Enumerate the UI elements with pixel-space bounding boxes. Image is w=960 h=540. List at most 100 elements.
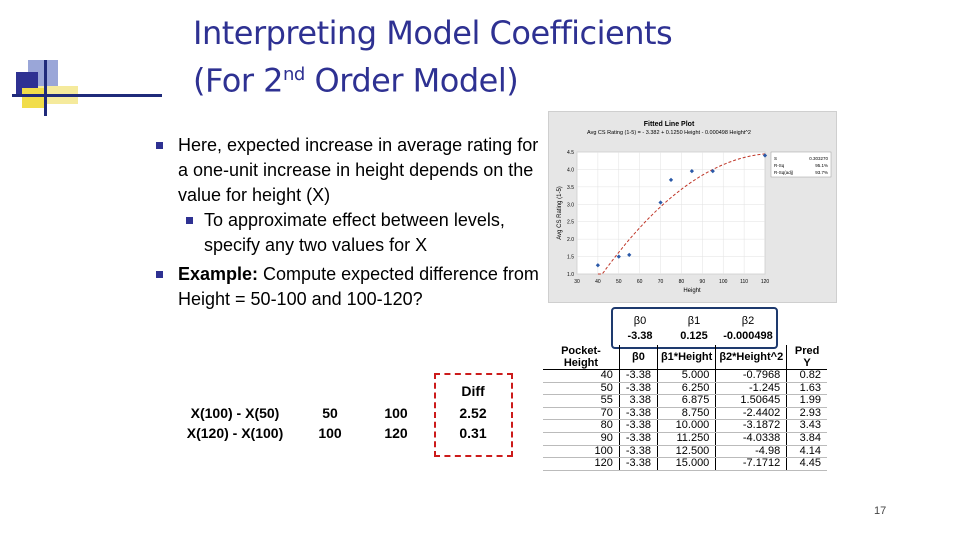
fitted-line-plot: Fitted Line Plot Avg CS Rating (1-5) = -… [548,111,837,303]
table-cell: 1.50645 [715,395,787,408]
diff-header: Diff [461,383,485,399]
title-line-2: (For 2nd Order Model) [193,54,672,102]
stat-label: R-Sq [774,163,785,168]
col-header-b2-height2: β2*Height^2 [715,345,787,370]
diff-highlight-box [434,373,513,457]
table-cell: 8.750 [656,407,716,421]
bullet-3: Example: Compute expected difference fro… [150,262,540,312]
bullet-2: To approximate effect between levels, sp… [150,208,540,258]
x-tick-label: 80 [679,279,685,285]
table-cell: 50 [543,382,620,396]
table-cell: 55 [543,395,620,408]
col-header-height: Pocket-Height [543,345,620,370]
table-cell: 6.875 [656,395,716,408]
x-tick-label: 110 [740,279,748,285]
table-cell: -3.38 [618,382,658,396]
coef-b1-label: β1 [687,315,701,327]
table-row: 55 3.38 6.875 1.50645 1.99 [543,395,827,408]
x-tick-label: 50 [616,279,622,285]
title-line-1: Interpreting Model Coefficients [193,14,673,52]
table-row: 120 -3.38 15.000 -7.1712 4.45 [543,458,827,471]
bullet-3-text: Compute expected difference from Height … [178,264,539,309]
diff-row-1-diff: 2.52 [459,405,487,421]
fit-curve [597,153,766,275]
coefficient-box: β0 β1 β2 -3.38 0.125 -0.000498 [611,307,778,349]
diff-row-1-a: 50 [322,405,338,421]
table-cell: 80 [543,420,620,433]
table-row: 50 -3.38 6.250 -1.245 1.63 [543,382,827,396]
table-cell: 11.250 [656,432,716,446]
table-cell: 70 [543,407,620,421]
table-cell: -2.4402 [715,407,787,421]
table-row: 70 -3.38 8.750 -2.4402 2.93 [543,407,827,421]
x-axis-label: Height [683,288,701,294]
table-cell: -3.1872 [715,420,787,433]
table-header-row: Pocket-Height β0 β1*Height β2*Height^2 P… [543,345,827,370]
table-cell: -1.245 [715,382,787,396]
table-cell: 4.14 [786,445,827,459]
y-tick-label: 2.5 [567,220,574,226]
chart-subtitle: Avg CS Rating (1-5) = - 3.382 + 0.1250 H… [587,130,751,136]
table-cell: 3.38 [618,395,658,408]
table-row: 40 -3.38 5.000 -0.7968 0.82 [543,369,827,383]
stat-label: S [774,156,777,161]
table-cell: -7.1712 [715,458,787,471]
bullet-1: Here, expected increase in average ratin… [150,133,540,208]
chart-title: Fitted Line Plot [644,121,695,128]
y-tick-label: 4.0 [567,167,574,173]
data-point [668,177,674,183]
x-tick-label: 70 [658,279,664,285]
table-cell: -3.38 [618,445,658,459]
diff-row-2-b: 120 [384,425,408,441]
diff-row-2-expr: X(120) - X(100) [186,425,284,441]
diff-row-2-diff: 0.31 [459,425,487,441]
bullet-marker [156,271,163,278]
data-point [595,263,601,268]
table-cell: 40 [543,369,620,383]
table-cell: 6.250 [656,382,716,396]
table-row: 90 -3.38 11.250 -4.0338 3.84 [543,432,827,446]
table-cell: -3.38 [618,432,658,446]
x-tick-label: 30 [574,279,580,285]
bullet-marker [186,217,193,224]
diff-row-2-a: 100 [318,425,342,441]
table-cell: 90 [543,432,620,446]
table-cell: 4.45 [786,458,827,471]
coef-b2-label: β2 [741,315,755,327]
stat-label: R-Sq(adj) [774,170,794,175]
page-number: 17 [874,505,887,517]
y-tick-label: 3.5 [567,185,574,191]
table-cell: -4.98 [715,445,787,459]
plot-area [576,151,766,275]
logo-square-yellow [22,88,44,108]
stat-value: 93.7% [815,170,828,175]
table-cell: 12.500 [656,445,716,459]
table-cell: 0.82 [786,369,827,383]
title-superscript: nd [283,64,305,85]
table-cell: 2.93 [786,407,827,421]
x-tick-label: 40 [595,279,601,285]
table-cell: -3.38 [618,407,658,421]
y-axis-label: Avg CS Rating (1-5) [557,186,563,240]
col-header-b0: β0 [618,345,658,370]
diff-row-1-b: 100 [384,405,408,421]
bullet-3-bold: Example: [178,264,259,284]
x-tick-label: 100 [719,279,728,285]
coef-b0-label: β0 [633,315,647,327]
plot-ticks: 30 40 50 60 70 80 90 100 110 120 1.0 1.5 2.0 2.5 3.0 3.… [567,150,769,285]
col-header-pred-y: Pred Y [786,345,827,370]
bullet-1-text: Here, expected increase in average ratin… [178,135,539,205]
stats-entries: S 0.303270 R-Sq 95.1% R-Sq(adj) 93.7% [774,156,828,175]
y-tick-label: 2.0 [567,237,574,243]
stats-box [770,151,832,178]
table-cell: 5.000 [656,369,716,383]
coef-b0-value: -3.38 [627,330,653,342]
title-line-2-pre: (For 2 [193,61,284,100]
table-cell: -3.38 [618,369,658,383]
table-row: 80 -3.38 10.000 -3.1872 3.43 [543,420,827,433]
table-cell: -4.0338 [715,432,787,446]
data-point [689,169,695,174]
col-header-b1-height: β1*Height [656,345,716,370]
y-tick-label: 1.0 [567,272,574,278]
table-body: 40 -3.38 5.000 -0.7968 0.82 50 -3.38 6.250 -1.24… [543,369,827,471]
